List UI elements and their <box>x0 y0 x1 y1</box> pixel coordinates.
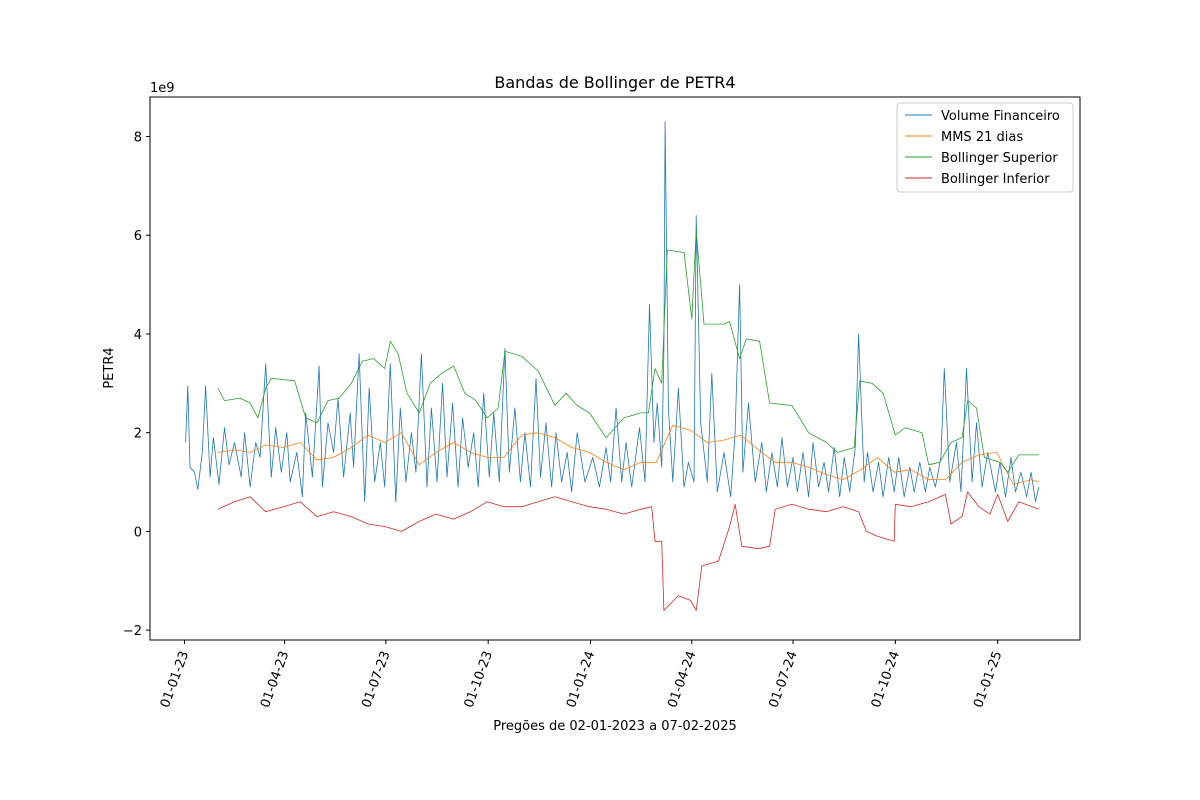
y-tick-label: 4 <box>134 328 142 343</box>
y-axis: −2 0 2 4 6 8 <box>123 130 150 639</box>
x-axis-title: Pregões de 02-01-2023 a 07-02-2025 <box>493 719 737 734</box>
legend-label: MMS 21 dias <box>941 130 1023 145</box>
series-line-1 <box>217 424 1039 485</box>
y-tick-label: 2 <box>134 427 142 442</box>
legend-box <box>896 102 1074 193</box>
chart-title: Bandas de Bollinger de PETR4 <box>494 73 735 92</box>
legend: Volume Financeiro MMS 21 dias Bollinger Su… <box>896 102 1074 193</box>
legend-label: Volume Financeiro <box>941 109 1060 124</box>
series-line-2 <box>217 229 1039 473</box>
plot-area <box>185 121 1040 611</box>
y-axis-title: PETR4 <box>102 347 117 388</box>
legend-label: Bollinger Inferior <box>941 172 1050 187</box>
y-tick-label: −2 <box>123 624 142 639</box>
y-tick-label: 6 <box>134 229 142 244</box>
series-line-3 <box>217 491 1039 611</box>
y-tick-label: 8 <box>134 130 142 145</box>
legend-label: Bollinger Superior <box>941 151 1058 166</box>
axes-frame <box>149 96 1081 641</box>
y-scale-label: 1e9 <box>150 81 175 96</box>
y-tick-label: 0 <box>134 525 142 540</box>
series-line-0 <box>185 121 1040 503</box>
